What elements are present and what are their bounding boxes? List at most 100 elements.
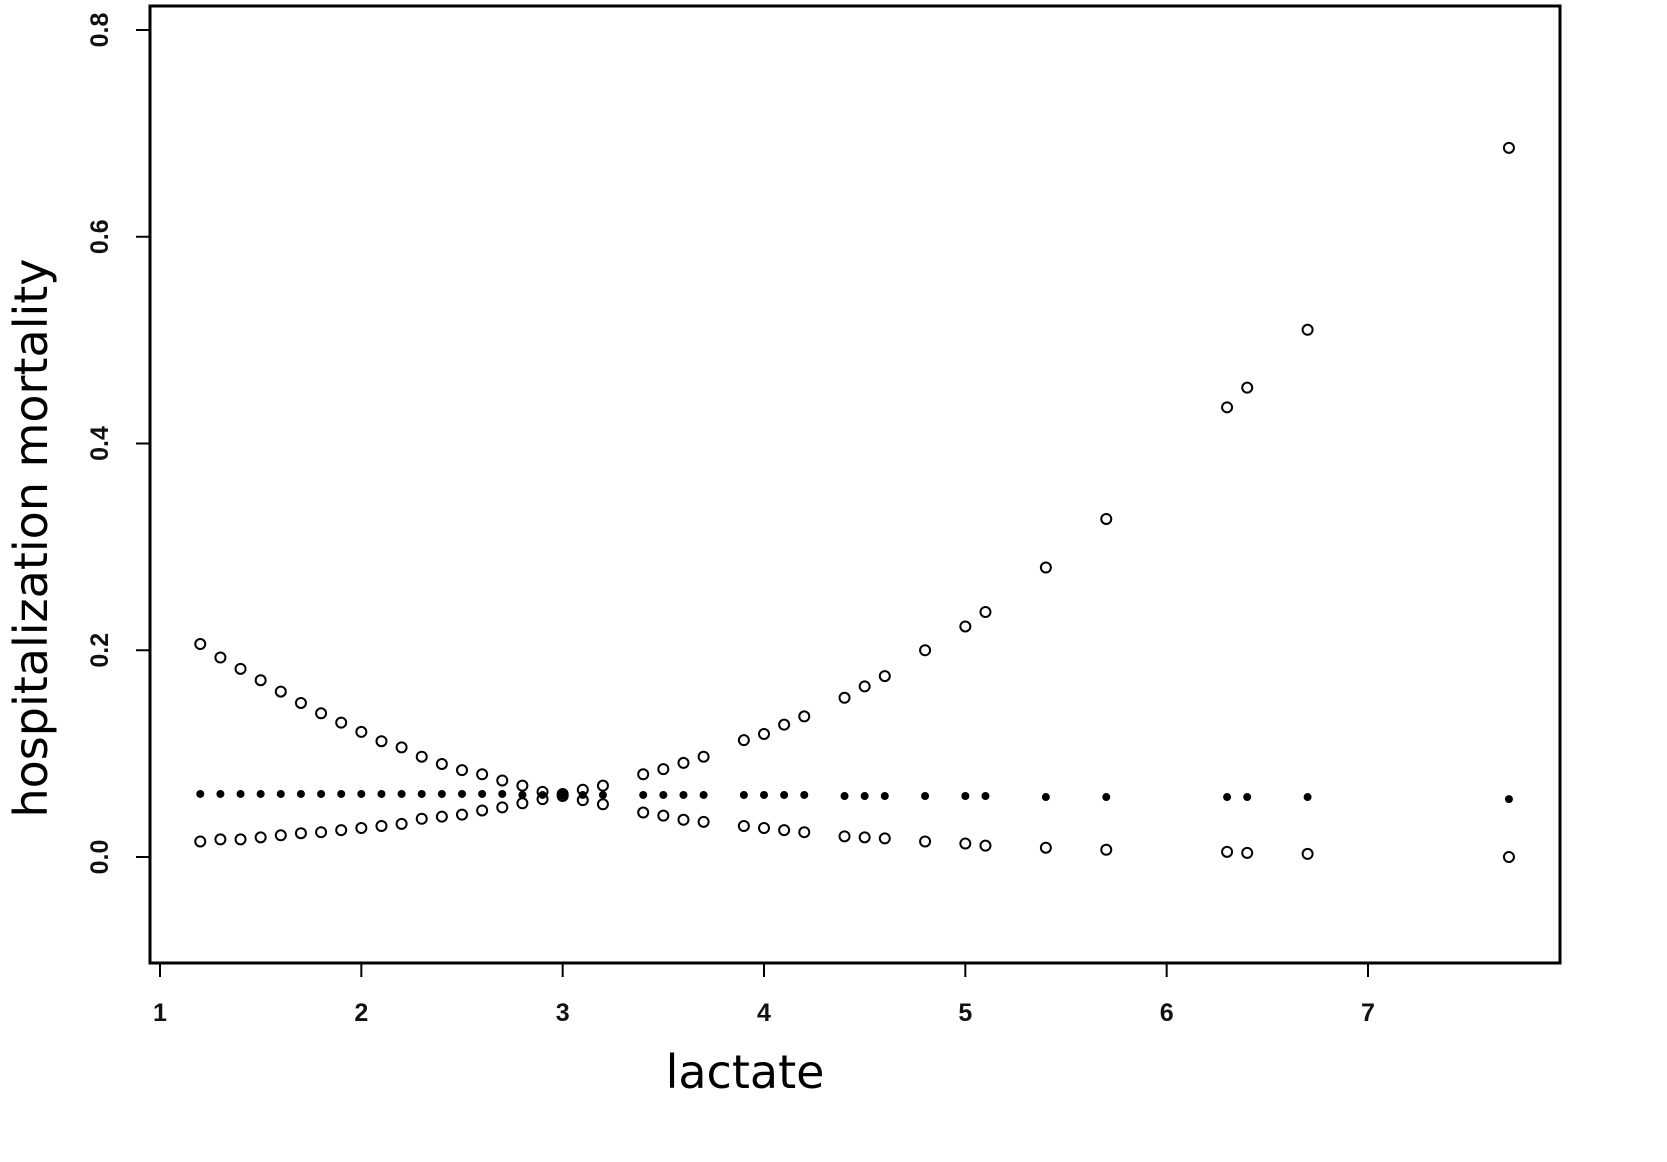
upper-bound-point: [375, 735, 388, 748]
lower-bound-point: [1241, 846, 1254, 859]
upper-bound-point: [1039, 561, 1052, 574]
upper-bound-point: [1100, 512, 1113, 525]
y-tick-label: 0.4: [86, 426, 114, 461]
upper-bound-point: [1241, 381, 1254, 394]
upper-bound-point: [214, 651, 227, 664]
lower-bound-point: [214, 833, 227, 846]
point-estimate-dot: [760, 790, 768, 799]
upper-bound-point: [194, 638, 207, 651]
lower-bound-point: [637, 806, 650, 819]
upper-bound-point: [677, 756, 690, 769]
x-tick-label: 6: [1160, 999, 1174, 1027]
data-points: [194, 141, 1515, 863]
lower-bound-point: [496, 801, 509, 814]
lower-bound-point: [254, 831, 267, 844]
lower-bound-point: [1100, 843, 1113, 856]
upper-bound-point: [1502, 141, 1515, 154]
point-estimate-dot: [840, 792, 849, 801]
point-estimate-dot: [1504, 795, 1513, 804]
point-estimate-dot: [598, 790, 607, 799]
y-tick-label: 0.8: [86, 13, 114, 48]
upper-bound-point: [1301, 323, 1314, 336]
point-estimate-dot: [377, 789, 386, 798]
x-tick-label: 1: [153, 999, 167, 1027]
lower-bound-point: [435, 810, 448, 823]
x-axis-title: lactate: [666, 1045, 825, 1099]
upper-bound-point: [1221, 401, 1234, 414]
upper-bound-point: [516, 779, 529, 792]
upper-bound-point: [657, 763, 670, 776]
lower-bound-point: [979, 839, 992, 852]
lower-bound-point: [274, 829, 287, 842]
lower-bound-point: [395, 817, 408, 830]
lower-bound-point: [798, 826, 811, 839]
point-estimate-dot: [1223, 793, 1232, 802]
lower-bound-point: [355, 822, 368, 835]
upper-bound-point: [959, 620, 972, 633]
upper-bound-point: [315, 707, 328, 720]
upper-bound-point: [979, 606, 992, 619]
upper-bound-point: [415, 750, 428, 763]
upper-bound-point: [335, 716, 348, 729]
lower-bound-point: [858, 831, 871, 844]
point-estimate-dot: [659, 790, 668, 799]
lower-bound-point: [516, 797, 529, 810]
lower-bound-point: [1301, 847, 1314, 860]
upper-bound-point: [778, 718, 791, 731]
y-tick-label: 0.6: [86, 219, 114, 254]
y-tick-label: 0.0: [86, 840, 114, 875]
upper-bound-point: [355, 725, 368, 738]
point-estimate-dot: [236, 789, 245, 798]
point-estimate-dot: [216, 789, 225, 798]
point-estimate-dot: [498, 789, 507, 798]
lower-bound-point: [415, 812, 428, 825]
point-estimate-dot: [478, 789, 487, 798]
upper-bound-point: [798, 710, 811, 723]
upper-bound-point: [838, 691, 851, 704]
point-estimate-dot: [800, 790, 809, 799]
lower-bound-point: [456, 808, 468, 821]
upper-bound-point: [858, 680, 871, 693]
point-estimate-dot: [458, 789, 466, 798]
x-axis: 1 2 3 4 5 6 7: [153, 962, 1375, 1027]
lower-bound-point: [657, 809, 670, 822]
upper-bound-point: [878, 670, 891, 683]
lower-bound-point: [697, 815, 710, 828]
plot-frame: [148, 4, 1562, 965]
lower-bound-point: [576, 794, 589, 807]
point-estimate-dot: [639, 790, 648, 799]
point-estimate-dot: [961, 792, 970, 801]
y-axis-title: hospitalization mortality: [4, 258, 58, 817]
y-tick-label: 0.2: [86, 633, 114, 668]
lower-bound-point: [596, 798, 609, 811]
lower-bound-point: [315, 826, 328, 839]
lower-bound-point: [536, 793, 549, 806]
point-estimate-dot: [739, 790, 748, 799]
lower-bound-point: [1221, 845, 1234, 858]
y-axis: 0.0 0.2 0.4 0.6 0.8: [86, 13, 151, 875]
upper-bound-point: [536, 785, 549, 798]
point-estimate-dot: [860, 792, 869, 801]
lower-bound-point: [737, 819, 750, 832]
lower-bound-point: [194, 835, 207, 848]
upper-bound-point: [637, 768, 650, 781]
lower-bound-point: [878, 832, 891, 845]
point-estimate-dot: [699, 790, 708, 799]
point-estimate-dot: [518, 790, 527, 799]
point-estimate-dot: [317, 789, 326, 798]
upper-bound-point: [496, 774, 509, 787]
lower-bound-point: [959, 837, 972, 850]
upper-bound-point: [758, 727, 770, 740]
x-tick-label: 4: [757, 999, 771, 1027]
lower-bound-point: [1039, 841, 1052, 854]
point-estimate-dot: [558, 790, 567, 799]
point-estimate-dot: [357, 789, 366, 798]
lower-bound-point: [476, 804, 489, 817]
point-estimate-dot: [880, 792, 889, 801]
lower-bound-point: [838, 830, 851, 843]
upper-bound-point: [435, 757, 448, 770]
lower-bound-point: [294, 827, 307, 840]
x-tick-label: 7: [1361, 999, 1375, 1027]
upper-bound-point: [456, 764, 468, 777]
